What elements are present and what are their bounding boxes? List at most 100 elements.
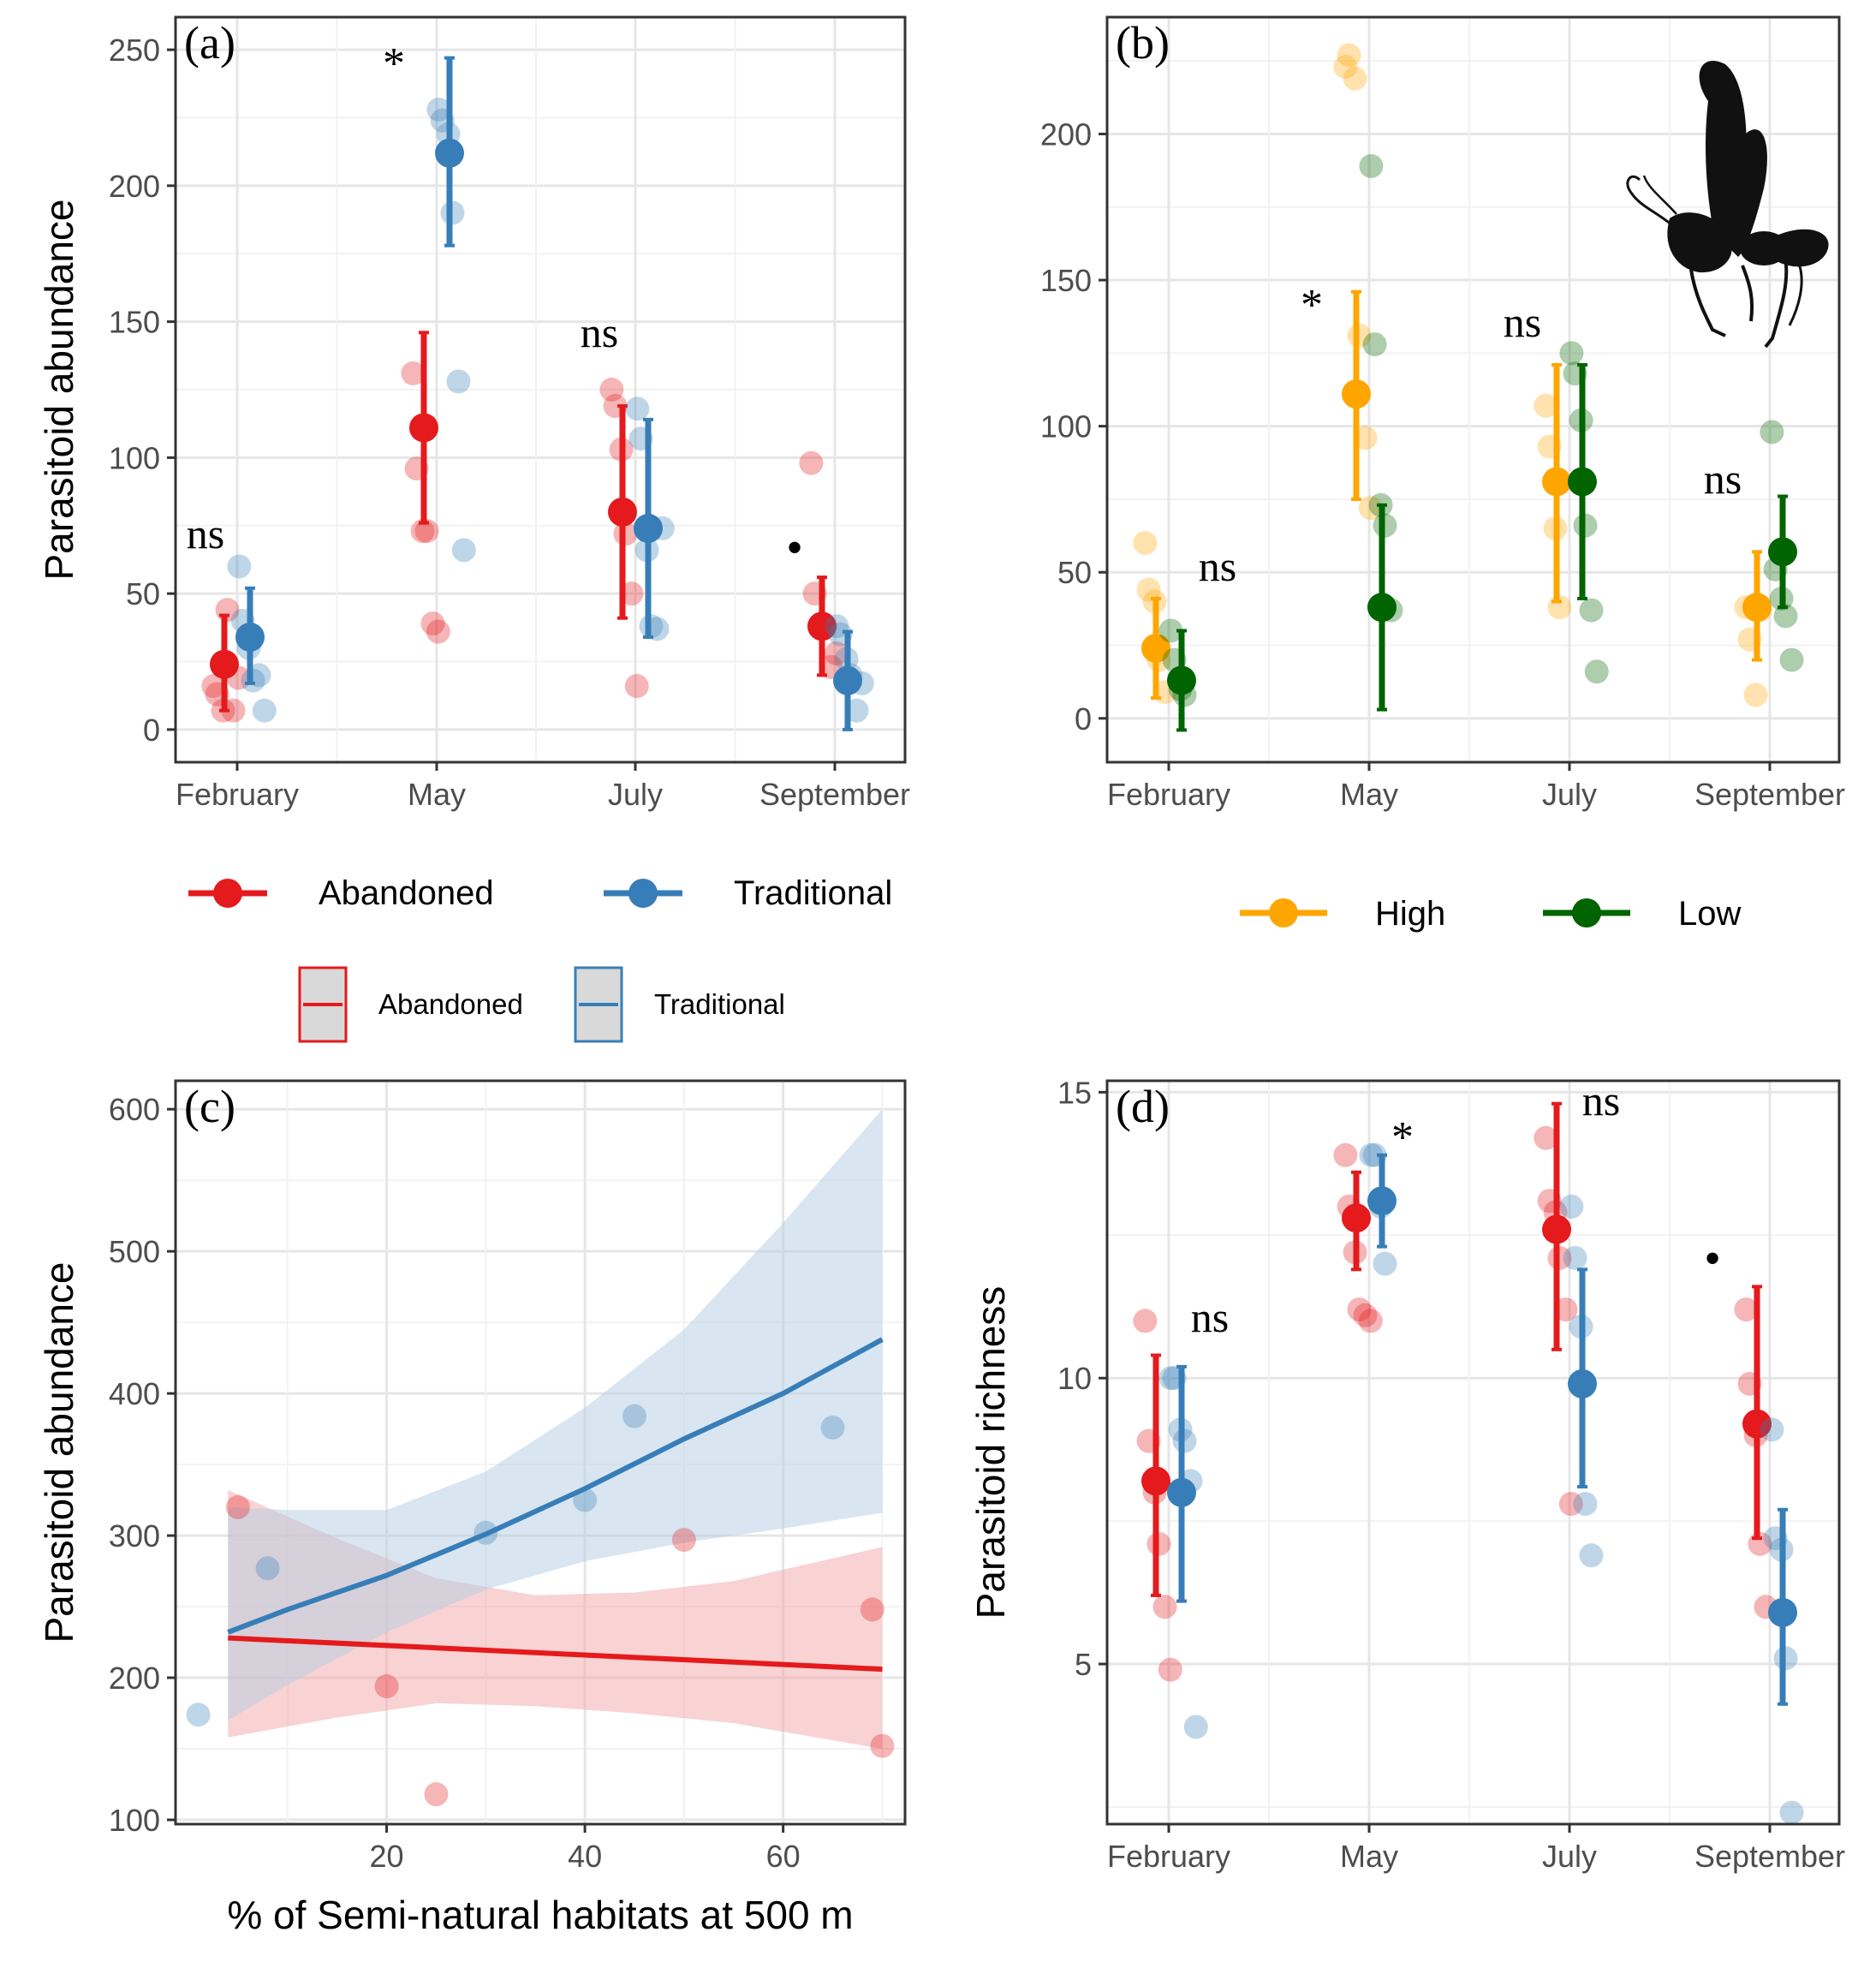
raw-point-abandoned xyxy=(424,1782,449,1807)
x-tick-label: February xyxy=(176,777,299,812)
raw-point-abandoned xyxy=(671,1528,696,1553)
raw-point-low xyxy=(1359,154,1384,178)
raw-point-traditional xyxy=(252,698,277,723)
raw-point-traditional xyxy=(1373,1251,1397,1276)
legend-label: Traditional xyxy=(654,988,785,1020)
y-tick-label: 100 xyxy=(109,440,160,475)
x-tick-label: September xyxy=(1694,777,1845,812)
significance-ns: ns xyxy=(187,510,224,558)
mean-point-high xyxy=(1141,633,1170,663)
x-tick-label: May xyxy=(1340,777,1398,812)
raw-point-high xyxy=(1534,393,1558,418)
raw-point-abandoned xyxy=(426,619,450,644)
y-tick-label: 600 xyxy=(109,1092,160,1127)
raw-point-abandoned xyxy=(225,1494,250,1519)
raw-point-low xyxy=(1362,332,1387,357)
mean-point-high xyxy=(1542,467,1571,497)
raw-point-abandoned xyxy=(1333,1142,1358,1167)
raw-point-low xyxy=(1158,618,1183,643)
panel-label: (c) xyxy=(184,1081,235,1132)
raw-point-low xyxy=(1584,659,1609,684)
x-tick-label: 40 xyxy=(568,1839,602,1874)
mean-point-traditional xyxy=(1167,1477,1196,1507)
y-tick-label: 50 xyxy=(1057,555,1092,590)
mean-point-abandoned xyxy=(1742,1409,1772,1439)
legend-item-low: Low xyxy=(1543,895,1741,933)
legend-label: Abandoned xyxy=(378,988,523,1020)
mean-point-abandoned xyxy=(409,413,438,443)
significance-ns: ns xyxy=(1191,1293,1229,1341)
significance-star: * xyxy=(383,39,405,88)
raw-point-low xyxy=(1779,647,1804,672)
y-tick-label: 300 xyxy=(109,1518,160,1553)
x-tick-label: February xyxy=(1107,1839,1230,1874)
raw-point-abandoned xyxy=(1347,1297,1372,1322)
mean-point-low xyxy=(1568,467,1597,497)
mean-point-traditional xyxy=(1568,1369,1597,1398)
panel-b: ns * ns ns February May July September 0 50 100 150… xyxy=(1040,15,1845,812)
y-tick-label: 0 xyxy=(1075,701,1092,736)
mean-point-traditional xyxy=(1768,1597,1797,1627)
legend-item-high: High xyxy=(1240,895,1445,933)
raw-point-abandoned xyxy=(624,674,649,699)
legend-habitat: High Low xyxy=(1240,895,1741,933)
raw-point-traditional xyxy=(1158,1366,1183,1391)
legend-ribbon: Abandoned Traditional xyxy=(298,966,785,1043)
legend-label: Traditional xyxy=(734,874,892,912)
raw-point-abandoned xyxy=(420,611,445,636)
panel-c: 20 40 60 % of Semi-natural habitats at 500 … xyxy=(37,1079,907,1937)
plot-background xyxy=(1107,1081,1839,1824)
raw-point-abandoned xyxy=(1534,1125,1558,1150)
y-tick-label: 0 xyxy=(143,713,160,748)
raw-point-traditional xyxy=(1359,1142,1384,1167)
significance-dot: • xyxy=(1704,1232,1721,1285)
mean-point-traditional xyxy=(634,513,663,543)
raw-point-abandoned xyxy=(1353,1303,1378,1327)
legend-item-ribbon-abandoned: Abandoned xyxy=(298,966,523,1043)
panel-label: (a) xyxy=(184,17,235,69)
y-tick-label: 100 xyxy=(109,1803,160,1838)
panel-a: ns * ns • February May July September 0 50 100 150 2… xyxy=(37,15,910,812)
raw-point-traditional xyxy=(451,538,476,563)
mean-point-traditional xyxy=(435,138,464,168)
y-axis-title: Parasitoid abundance xyxy=(37,200,81,581)
mean-point-abandoned xyxy=(807,611,837,641)
panel-label: (b) xyxy=(1116,17,1170,69)
x-tick-label: September xyxy=(759,777,910,812)
mean-point-traditional xyxy=(833,665,862,695)
significance-dot: • xyxy=(786,522,803,575)
raw-point-high xyxy=(1136,577,1161,602)
raw-point-abandoned xyxy=(870,1733,895,1758)
x-tick-label: May xyxy=(1340,1839,1398,1874)
legend-key-point xyxy=(213,879,242,908)
x-axis-title: % of Semi-natural habitats at 500 m xyxy=(227,1893,853,1937)
raw-point-abandoned xyxy=(201,674,226,699)
raw-point-low xyxy=(1773,604,1798,629)
y-tick-label: 100 xyxy=(1040,409,1092,444)
raw-point-abandoned xyxy=(1358,1309,1383,1333)
y-tick-label: 250 xyxy=(109,33,160,68)
y-tick-label: 150 xyxy=(1040,263,1092,298)
raw-point-abandoned xyxy=(1133,1309,1158,1333)
mean-point-abandoned xyxy=(210,649,239,679)
raw-point-abandoned xyxy=(414,519,439,544)
legend-label: Low xyxy=(1678,895,1741,933)
fit-line-traditional xyxy=(227,1337,884,1635)
raw-point-high xyxy=(1133,531,1158,556)
raw-point-high xyxy=(1337,43,1361,68)
raw-point-traditional xyxy=(625,397,650,421)
significance-ns: ns xyxy=(1582,1076,1620,1124)
raw-point-high xyxy=(1343,66,1367,91)
significance-ns: ns xyxy=(1704,455,1742,503)
raw-point-traditional xyxy=(820,1415,845,1440)
raw-point-traditional xyxy=(622,1404,646,1428)
y-tick-label: 200 xyxy=(1040,116,1092,152)
x-tick-label: May xyxy=(408,777,466,812)
mean-point-high xyxy=(1342,379,1371,409)
significance-star: * xyxy=(1391,1113,1414,1162)
raw-point-traditional xyxy=(446,369,471,394)
x-tick-label: February xyxy=(1107,777,1230,812)
y-axis-title: Parasitoid abundance xyxy=(37,1262,81,1643)
raw-point-abandoned xyxy=(860,1597,884,1622)
